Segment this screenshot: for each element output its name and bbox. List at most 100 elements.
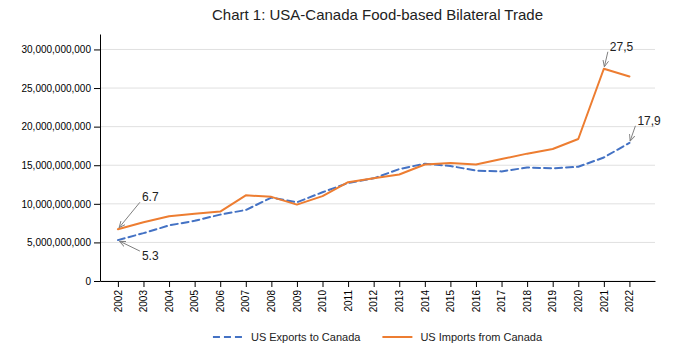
y-tick-mark <box>94 49 100 50</box>
x-tick: 2009 <box>292 281 303 312</box>
x-tick: 2014 <box>420 281 431 312</box>
x-tick-mark <box>399 281 400 287</box>
x-axis-line <box>101 281 656 282</box>
y-tick: 5,000,000,000 <box>27 237 100 248</box>
x-tick: 2018 <box>522 281 533 312</box>
x-tick-mark <box>527 281 528 287</box>
x-tick-mark <box>271 281 272 287</box>
x-tick-mark <box>502 281 503 287</box>
x-tick: 2002 <box>113 281 124 312</box>
grid-line <box>100 281 655 282</box>
y-tick: 20,000,000,000 <box>21 121 100 132</box>
chart-container: 2002 2003 2004 2005 2006 2007 2008 2009 2010 2011… <box>0 0 685 349</box>
grid-line <box>100 165 655 166</box>
annotation-arrow <box>630 126 635 141</box>
x-tick: 2011 <box>343 281 354 312</box>
x-tick-label: 2019 <box>547 290 558 313</box>
x-axis: 2002 2003 2004 2005 2006 2007 2008 2009 2010 2011… <box>101 281 656 312</box>
x-tick: 2004 <box>164 281 175 312</box>
legend: US Exports to Canada US Imports from Cana… <box>213 331 543 343</box>
x-tick-label: 2005 <box>189 290 200 313</box>
annotation-arrow <box>604 52 607 67</box>
x-tick-mark <box>374 281 375 287</box>
x-tick-label: 2022 <box>624 290 635 313</box>
y-tick: 30,000,000,000 <box>21 44 100 55</box>
legend-item: US Exports to Canada <box>213 331 361 343</box>
y-tick-label: 5,000,000,000 <box>27 237 91 248</box>
y-tick: 25,000,000,000 <box>21 83 100 94</box>
x-tick-label: 2006 <box>215 290 226 313</box>
x-tick-mark <box>553 281 554 287</box>
x-tick: 2015 <box>445 281 456 312</box>
annotation-text: 17,9 <box>637 114 661 128</box>
x-tick-mark <box>246 281 247 287</box>
y-tick-mark <box>94 204 100 205</box>
x-tick-label: 2017 <box>496 290 507 313</box>
y-axis-line <box>100 35 101 282</box>
x-tick-label: 2007 <box>240 290 251 313</box>
x-tick-label: 2014 <box>420 290 431 313</box>
y-tick: 15,000,000,000 <box>21 160 100 171</box>
x-tick: 2019 <box>547 281 558 312</box>
grid-line <box>100 49 655 50</box>
x-tick: 2020 <box>573 281 584 312</box>
y-tick-label: 20,000,000,000 <box>21 121 91 132</box>
x-tick-mark <box>118 281 119 287</box>
annotations: 6.75.327,517,9 <box>119 40 661 263</box>
grid-line <box>100 242 655 243</box>
x-tick: 2021 <box>599 281 610 312</box>
legend-item: US Imports from Canada <box>382 331 543 343</box>
x-tick: 2010 <box>317 281 328 312</box>
x-tick: 2008 <box>266 281 277 312</box>
y-tick: 10,000,000,000 <box>21 199 100 210</box>
x-tick-mark <box>348 281 349 287</box>
x-tick-mark <box>220 281 221 287</box>
annotation-arrow <box>119 202 140 227</box>
x-tick-label: 2002 <box>113 290 124 313</box>
x-tick-label: 2008 <box>266 290 277 313</box>
x-tick-mark <box>143 281 144 287</box>
series-line <box>118 69 630 230</box>
x-tick-label: 2011 <box>343 290 354 312</box>
x-tick: 2022 <box>624 281 635 312</box>
y-tick-mark <box>94 88 100 89</box>
x-tick: 2007 <box>240 281 251 312</box>
x-tick-label: 2016 <box>471 290 482 313</box>
x-tick-mark <box>578 281 579 287</box>
series-line <box>118 143 630 240</box>
x-tick: 2013 <box>394 281 405 312</box>
x-tick: 2003 <box>138 281 149 312</box>
y-axis: 0 5,000,000,000 10,000,000,000 15,000,000,0… <box>21 35 100 287</box>
y-tick-label: 15,000,000,000 <box>21 160 91 171</box>
chart-title: Chart 1: USA-Canada Food-based Bilateral… <box>212 6 543 23</box>
x-tick-label: 2015 <box>445 290 456 313</box>
y-tick-mark <box>94 165 100 166</box>
x-tick: 2005 <box>189 281 200 312</box>
annotation-text: 27,5 <box>610 40 634 54</box>
grid <box>100 49 655 281</box>
grid-line <box>100 88 655 89</box>
chart-svg: 2002 2003 2004 2005 2006 2007 2008 2009 2010 2011… <box>0 0 685 349</box>
legend-swatch <box>213 336 243 338</box>
legend-swatch <box>382 336 412 338</box>
y-tick-mark <box>94 127 100 128</box>
annotation-text: 6.7 <box>142 190 159 204</box>
x-tick-mark <box>629 281 630 287</box>
annotation-arrow <box>120 241 140 251</box>
x-tick-label: 2021 <box>599 290 610 313</box>
y-tick-label: 0 <box>85 276 91 287</box>
x-tick-mark <box>169 281 170 287</box>
y-tick: 0 <box>85 276 100 287</box>
x-tick-mark <box>450 281 451 287</box>
x-tick-label: 2004 <box>164 290 175 313</box>
x-tick-mark <box>323 281 324 287</box>
y-tick-mark <box>94 242 100 243</box>
x-tick-label: 2003 <box>138 290 149 313</box>
x-tick-label: 2012 <box>368 290 379 313</box>
x-tick-mark <box>425 281 426 287</box>
lines <box>118 69 630 240</box>
grid-line <box>100 126 655 127</box>
y-tick-label: 30,000,000,000 <box>21 44 91 55</box>
x-tick-mark <box>297 281 298 287</box>
legend-label: US Exports to Canada <box>251 331 361 343</box>
